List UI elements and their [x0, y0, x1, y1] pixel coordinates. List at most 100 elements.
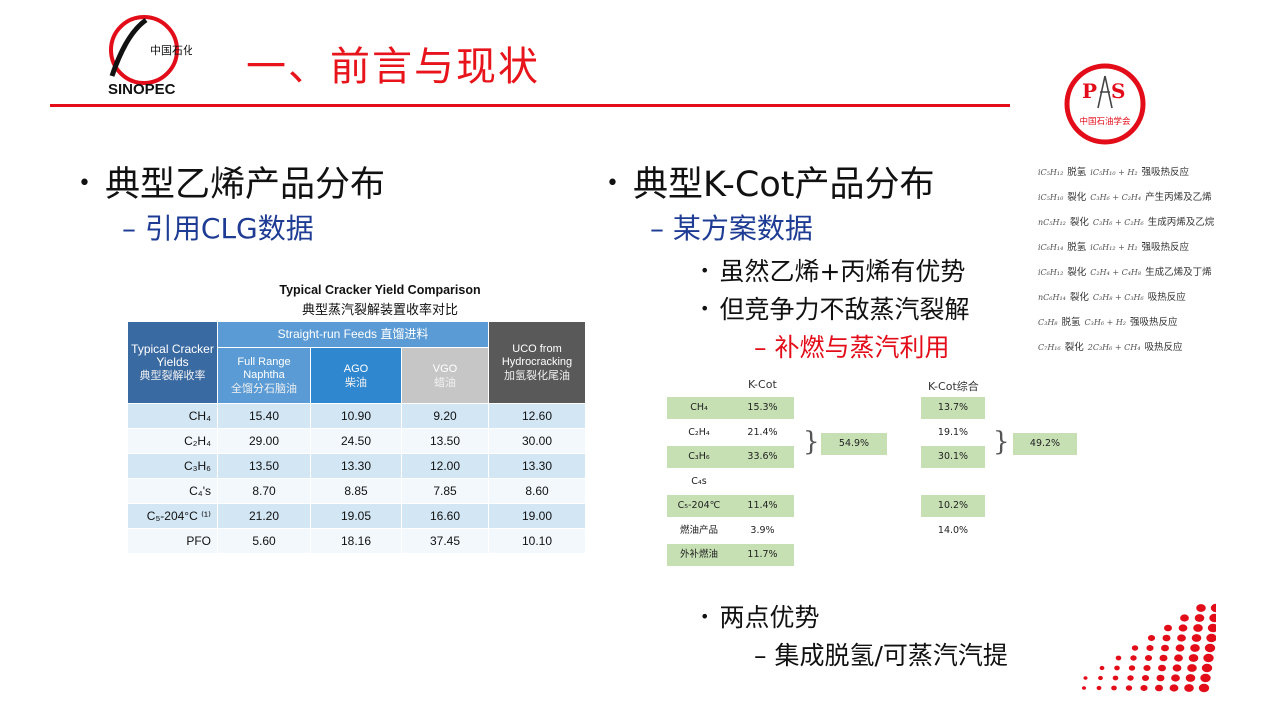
table-cell: 8.60	[488, 478, 586, 504]
reaction-list: iC₅H₁₂ 脱氢 iC₅H₁₀ + H₂ 强吸热反应 iC₅H₁₀ 裂化 C₃H₆ + C…	[1038, 160, 1238, 360]
table-cell: 8.85	[310, 478, 402, 504]
decor-dot	[1210, 603, 1216, 613]
reaction-r: C₃H₆ + C₂H₆	[1092, 218, 1144, 227]
table-cell: 21.20	[217, 503, 311, 529]
reaction-f: iC₅H₁₀	[1038, 193, 1064, 202]
decor-dot	[1096, 685, 1102, 691]
reaction-t: 强吸热反应	[1130, 317, 1178, 328]
reaction-item: C₇H₁₆ 裂化 2C₃H₆ + CH₄ 吸热反应	[1038, 335, 1238, 360]
reaction-f: C₃H₈	[1038, 318, 1058, 327]
table-cell: 12.00	[401, 453, 489, 479]
kcot-label: C₂H₄	[688, 426, 710, 438]
yield-table-body: CH₄ 15.40 10.90 9.20 12.60 C₂H₄ 29.00 24.50 13.5…	[127, 403, 586, 554]
table-cell: 7.85	[401, 478, 489, 504]
reaction-item: iC₅H₁₂ 脱氢 iC₅H₁₀ + H₂ 强吸热反应	[1038, 160, 1238, 185]
table-cell: 19.05	[310, 503, 402, 529]
header-vgo: VGO 蜡油	[401, 347, 489, 404]
table-cell: 13.30	[488, 453, 586, 479]
row-label: C₄'s	[127, 478, 218, 504]
table-row: CH₄ 15.40 10.90 9.20 12.60	[127, 403, 586, 429]
kcot-value-2: 19.1%	[937, 426, 969, 438]
decor-dot	[1206, 633, 1216, 643]
decor-dot	[1190, 644, 1200, 652]
row-label: PFO	[127, 528, 218, 554]
brace-2: }	[993, 427, 1010, 457]
logo-brand: SINOPEC	[108, 81, 176, 98]
decor-dot	[1198, 683, 1210, 693]
reaction-f: C₇H₁₆	[1038, 343, 1061, 352]
right-point-3-text: 两点优势	[719, 603, 820, 632]
right-sub-text: 某方案数据	[672, 212, 813, 245]
logo-text: 中国石化	[150, 43, 192, 57]
decor-dot	[1188, 654, 1199, 662]
reaction-a: 脱氢	[1067, 167, 1087, 178]
kcot-value-1: 33.6%	[747, 451, 778, 462]
kcot-value-1: 11.4%	[747, 500, 778, 511]
header-uco-zh: 加氢裂化尾油	[504, 369, 570, 382]
left-bullet: • 典型乙烯产品分布	[78, 165, 385, 205]
table-row: C₃H₆ 13.50 13.30 12.00 13.30	[127, 453, 586, 479]
reaction-f: iC₆H₁₂	[1038, 268, 1064, 277]
decor-dot	[1140, 685, 1148, 691]
decorative-dots	[1082, 603, 1216, 693]
decor-dot	[1172, 664, 1182, 672]
kcot-value-1	[731, 471, 794, 493]
decor-dot	[1184, 684, 1194, 692]
header-typical-en: Typical Cracker Yields	[131, 342, 214, 369]
decor-dot	[1177, 634, 1186, 642]
table-cell: 10.90	[310, 403, 402, 429]
header-typical-zh: 典型裂解收率	[139, 369, 206, 382]
reaction-t: 生成丙烯及乙烷	[1147, 217, 1215, 228]
kcot-highlight-2	[921, 446, 985, 468]
decor-dot	[1174, 654, 1183, 662]
decor-dot	[1196, 604, 1206, 612]
kcot-value-2	[921, 471, 985, 493]
decor-dot	[1175, 644, 1185, 652]
decor-dot	[1144, 655, 1153, 661]
decor-dot	[1130, 655, 1137, 661]
reaction-a: 脱氢	[1067, 242, 1087, 253]
table-cell: 29.00	[217, 428, 311, 454]
reaction-f: nC₆H₁₄	[1038, 293, 1066, 302]
reaction-a: 裂化	[1069, 217, 1089, 228]
reaction-t: 吸热反应	[1144, 342, 1183, 353]
table-cell: 16.60	[401, 503, 489, 529]
table-cell: 15.40	[217, 403, 311, 429]
reaction-r: iC₆H₁₂ + H₂	[1090, 243, 1138, 252]
decor-dot	[1171, 674, 1180, 682]
reaction-a: 裂化	[1064, 342, 1084, 353]
decor-dot	[1203, 653, 1214, 663]
reaction-f: nC₅H₁₂	[1038, 218, 1066, 227]
decor-dot	[1161, 644, 1169, 652]
table-cell: 24.50	[310, 428, 402, 454]
table-cell: 9.20	[401, 403, 489, 429]
reaction-item: C₃H₈ 脱氢 C₃H₆ + H₂ 强吸热反应	[1038, 310, 1238, 335]
decor-dot	[1112, 675, 1119, 681]
right-point-2-text: 但竞争力不敌蒸汽裂解	[719, 295, 970, 324]
kcot-value-1: 3.9%	[750, 524, 775, 536]
reaction-r: iC₅H₁₀ + H₂	[1090, 168, 1138, 177]
kcot-value-1: 15.3%	[747, 402, 778, 413]
decor-dot	[1098, 675, 1103, 681]
kcot-highlight	[667, 397, 794, 419]
decor-dot	[1200, 673, 1211, 683]
header-ago-zh: 柴油	[345, 375, 367, 389]
decor-dot	[1169, 684, 1179, 692]
reaction-item: iC₆H₁₄ 脱氢 iC₆H₁₂ + H₂ 强吸热反应	[1038, 235, 1238, 260]
kcot-highlight	[667, 446, 794, 468]
table-cell: 8.70	[217, 478, 311, 504]
header-typical: Typical Cracker Yields 典型裂解收率	[127, 321, 218, 404]
header-straight-run: Straight-run Feeds 直馏进料	[217, 321, 489, 348]
decor-dot	[1143, 665, 1151, 671]
reaction-t: 生成乙烯及丁烯	[1145, 267, 1212, 278]
right-sub-bullet: – 某方案数据	[650, 212, 813, 245]
right-subpoint-2: – 集成脱氢/可蒸汽汽提	[754, 641, 1008, 670]
table-cell: 37.45	[401, 528, 489, 554]
society-name: 中国石油学会	[1079, 116, 1131, 127]
reaction-r: C₃H₆ + H₂	[1084, 318, 1127, 327]
decor-dot	[1158, 664, 1166, 672]
decor-dot	[1156, 674, 1165, 682]
decor-dot	[1178, 624, 1188, 632]
kcot-value-1: 11.7%	[747, 549, 778, 560]
kcot-table: CH₄ 15.3% 13.7% C₂H₄ 21.4% 19.1% C₃H₆ 33.6% 30.1…	[667, 397, 1087, 567]
